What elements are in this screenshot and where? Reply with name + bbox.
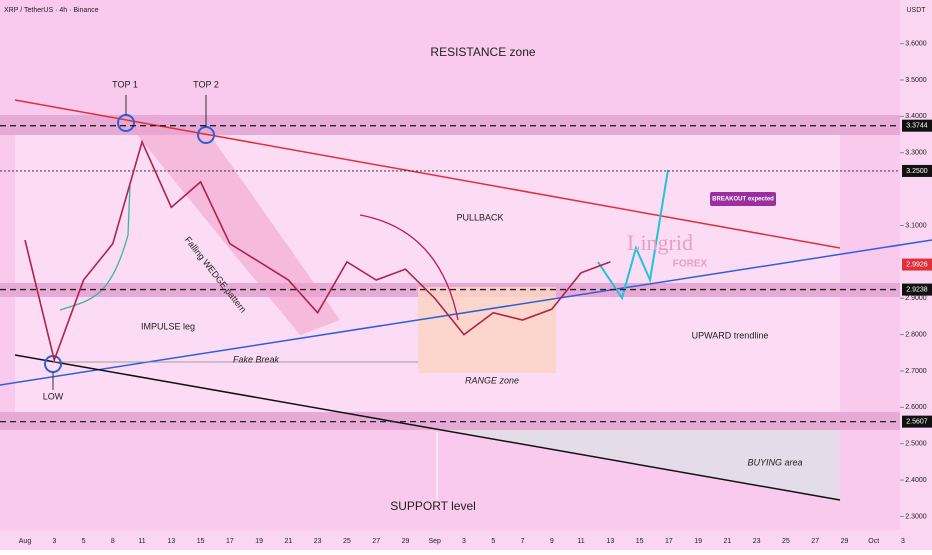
x-tick-label: 15 [636, 538, 644, 545]
x-tick-label: 19 [255, 538, 263, 545]
x-tick-label: 17 [665, 538, 673, 545]
x-tick-label: 25 [343, 538, 351, 545]
annotation: RANGE zone [465, 375, 519, 385]
upward-trendline [0, 239, 932, 386]
price-tag-label: 3.2500 [906, 168, 928, 175]
x-tick-label: 25 [782, 538, 790, 545]
price-tag [902, 258, 932, 271]
y-tick-label: 2.6000 [905, 404, 927, 411]
price-tag-label: 2.9926 [906, 261, 928, 268]
x-tick-label: 27 [372, 538, 380, 545]
annotation: IMPULSE leg [141, 321, 195, 331]
annotation: UPWARD trendline [692, 330, 769, 340]
y-tick-label: 3.6000 [905, 40, 927, 47]
annotation: BUYING area [747, 457, 802, 467]
x-tick-label: Aug [19, 538, 32, 545]
x-tick-label: 3 [462, 538, 466, 545]
annotation: BREAKOUT expected [712, 197, 774, 203]
x-tick-label: 17 [226, 538, 234, 545]
resistance-band [0, 115, 900, 135]
annotation: RESISTANCE zone [430, 45, 535, 59]
breakout-badge [710, 192, 776, 206]
annotation: LOW [43, 391, 64, 401]
y-tick-label: 2.7000 [905, 368, 927, 375]
x-tick-label: 21 [724, 538, 732, 545]
y-axis-label: USDT [906, 7, 926, 14]
annotation: TOP 2 [193, 79, 219, 89]
x-tick-label: 3 [52, 538, 56, 545]
x-tick-label: 29 [841, 538, 849, 545]
y-tick-label: 2.5000 [905, 441, 927, 448]
annotation: SUPPORT level [390, 499, 476, 513]
y-tick-label: 3.4000 [905, 113, 927, 120]
x-tick-label: 13 [606, 538, 614, 545]
y-tick-label: 3.3000 [905, 150, 927, 157]
x-tick-label: 7 [521, 538, 525, 545]
x-tick-label: Oct [868, 538, 879, 545]
x-tick-label: Sep [428, 538, 441, 545]
y-tick-label: 2.9000 [905, 295, 927, 302]
annotation: PULLBACK [456, 212, 503, 222]
annotation: Fake Break [233, 354, 280, 364]
annotation: TOP 1 [112, 79, 138, 89]
x-tick-label: 11 [138, 538, 145, 545]
y-tick-label: 3.1000 [905, 222, 927, 229]
pullback-arrow [359, 214, 459, 321]
watermark: FOREX [673, 259, 708, 270]
y-tick-label: 2.8000 [905, 331, 927, 338]
x-tick-label: 27 [811, 538, 819, 545]
price-tag-label: 2.9238 [906, 286, 928, 293]
x-tick-label: 8 [111, 538, 115, 545]
chart-title: XRP / TetherUS · 4h · Binance [4, 7, 99, 14]
x-tick-label: 3 [901, 538, 905, 545]
y-tick-label: 2.3000 [905, 513, 927, 520]
resistance-trendline [14, 99, 841, 249]
price-tag-label: 3.3744 [906, 123, 928, 130]
x-tick-label: 15 [197, 538, 205, 545]
price-tag-label: 2.5607 [906, 418, 928, 425]
y-tick-label: 3.5000 [905, 77, 927, 84]
x-tick-label: 5 [491, 538, 495, 545]
x-tick-label: 19 [694, 538, 702, 545]
x-tick-label: 9 [550, 538, 554, 545]
y-tick-label: 2.4000 [905, 477, 927, 484]
x-tick-label: 11 [577, 538, 584, 545]
price-line [24, 139, 611, 363]
range-box [418, 287, 556, 373]
x-tick-label: 5 [82, 538, 86, 545]
price-tag [902, 415, 932, 428]
price-tag [902, 119, 932, 132]
watermark: Lingrid [627, 230, 693, 255]
wedge [125, 120, 340, 335]
price-tag [902, 283, 932, 296]
x-tick-label: 23 [753, 538, 761, 545]
x-tick-label: 13 [167, 538, 175, 545]
x-tick-label: 29 [402, 538, 410, 545]
x-tick-label: 21 [285, 538, 293, 545]
impulse-arrow [59, 184, 131, 311]
projection-path [597, 169, 669, 301]
x-tick-label: 23 [314, 538, 322, 545]
support-trendline [14, 354, 841, 501]
price-tag [902, 164, 932, 177]
